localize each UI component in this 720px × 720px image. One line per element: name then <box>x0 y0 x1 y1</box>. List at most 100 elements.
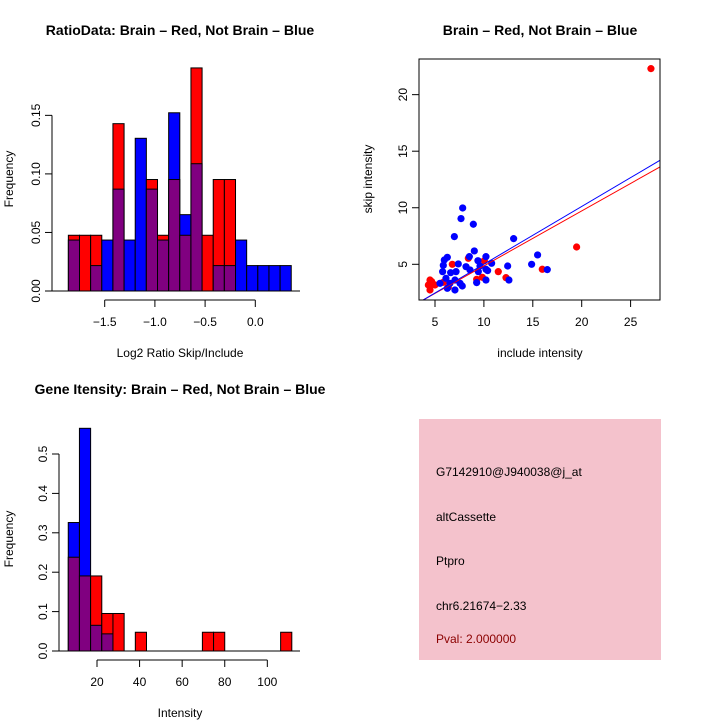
x-tick-label: 40 <box>133 675 147 689</box>
x-tick-label: −0.5 <box>193 315 217 329</box>
scatter-point <box>450 232 458 241</box>
chart-title: Gene Itensity: Brain – Red, Not Brain – … <box>35 381 326 397</box>
scatter-point <box>484 267 492 275</box>
scatter-point <box>533 251 542 259</box>
scatter-point <box>469 220 477 228</box>
scatter-point <box>426 286 434 294</box>
scatter-point <box>439 268 447 276</box>
scatter-point <box>504 262 512 270</box>
y-tick-label: 20 <box>396 88 410 102</box>
histogram-bar <box>112 612 125 652</box>
event-type: altCassette <box>436 510 496 524</box>
chart-title: RatioData: Brain – Red, Not Brain – Blue <box>46 22 315 38</box>
y-axis-label: Frequency <box>2 511 16 568</box>
y-axis-label: Frequency <box>2 151 16 208</box>
scatter-point <box>482 276 490 284</box>
y-tick-label: 0.2 <box>36 564 50 581</box>
scatter-point <box>647 65 655 73</box>
scatter-point <box>528 260 536 268</box>
scatter-point <box>458 282 466 290</box>
scatter-point <box>442 274 450 282</box>
gene-intensity-histogram: Gene Itensity: Brain – Red, Not Brain – … <box>2 381 326 720</box>
overlap-bar <box>101 633 114 652</box>
scatter-point <box>447 269 455 277</box>
genomic-location: chr6.21674−2.33 <box>436 599 527 613</box>
scatter-point <box>488 259 496 267</box>
overlap-bar <box>190 163 203 292</box>
y-tick-label: 0.15 <box>29 103 43 127</box>
x-tick-label: 10 <box>477 315 491 329</box>
x-tick-label: 60 <box>175 675 189 689</box>
info-panel: G7142910@J940038@j_at altCassette Ptpro … <box>419 419 661 660</box>
histogram-bar <box>201 631 215 652</box>
overlap-bar <box>223 265 237 292</box>
chart-title: Brain – Red, Not Brain – Blue <box>443 22 638 38</box>
overlap-bar <box>112 188 125 292</box>
scatter-point <box>482 253 490 261</box>
histogram-bar <box>235 239 248 292</box>
x-tick-label: 80 <box>218 675 232 689</box>
histogram-bar <box>213 631 226 652</box>
overlap-bar <box>90 624 103 652</box>
overlap-bar <box>168 179 181 292</box>
gene-name: Ptpro <box>436 554 465 568</box>
y-tick-label: 0.3 <box>36 524 50 541</box>
info-background <box>419 419 661 660</box>
x-tick-label: 25 <box>624 315 638 329</box>
overlap-bar <box>67 239 80 292</box>
histogram-bar <box>279 265 292 292</box>
overlap-bar <box>157 239 170 292</box>
x-axis-label: Intensity <box>158 706 203 720</box>
x-tick-label: 0.0 <box>247 315 264 329</box>
histogram-bar <box>78 234 92 292</box>
overlap-bar <box>90 265 103 292</box>
histogram-bar <box>101 239 114 292</box>
histogram-bar <box>257 265 270 292</box>
y-tick-label: 0.05 <box>29 220 43 244</box>
plot-frame <box>418 58 661 301</box>
histogram-bar <box>123 239 136 292</box>
scatter-point <box>505 276 513 284</box>
y-tick-label: 0.10 <box>29 162 43 186</box>
scatter-point <box>452 268 460 276</box>
probe-id: G7142910@J940038@j_at <box>436 465 582 479</box>
x-tick-label: 20 <box>90 675 104 689</box>
scatter-point <box>494 268 502 276</box>
x-tick-label: −1.0 <box>143 315 167 329</box>
overlap-bar <box>78 575 92 652</box>
y-tick-label: 5 <box>396 261 410 268</box>
y-axis-label: skip intensity <box>361 145 375 214</box>
scatter-point <box>451 286 459 294</box>
scatter-point <box>573 243 581 251</box>
scatter-point <box>448 260 456 268</box>
overlap-bar <box>212 265 225 292</box>
y-tick-label: 0.00 <box>29 279 43 303</box>
x-axis-label: Log2 Ratio Skip/Include <box>117 346 244 360</box>
scatter-point <box>459 204 467 212</box>
scatter-point <box>457 215 465 223</box>
overlap-bar <box>67 556 80 652</box>
plot-area <box>422 65 660 300</box>
histogram-bar <box>280 631 293 652</box>
ratio-histogram: RatioData: Brain – Red, Not Brain – Blue… <box>2 22 314 360</box>
y-tick-label: 0.4 <box>36 485 50 502</box>
x-tick-label: −1.5 <box>93 315 117 329</box>
x-tick-label: 5 <box>432 315 439 329</box>
p-value: Pval: 2.000000 <box>436 632 516 646</box>
y-tick-label: 10 <box>396 201 410 215</box>
scatter-point <box>465 253 473 261</box>
scatter-point <box>543 266 551 274</box>
y-tick-label: 15 <box>396 144 410 158</box>
x-tick-label: 20 <box>575 315 589 329</box>
regression-line <box>422 166 660 300</box>
overlap-bar <box>179 234 192 292</box>
y-tick-label: 0.5 <box>36 445 50 462</box>
y-tick-label: 0.1 <box>36 603 50 620</box>
x-tick-label: 15 <box>526 315 540 329</box>
scatter-point <box>470 247 478 255</box>
scatter-point <box>510 235 518 243</box>
scatter-point <box>440 256 448 264</box>
regression-line <box>422 159 660 300</box>
histogram-bar <box>201 234 214 292</box>
